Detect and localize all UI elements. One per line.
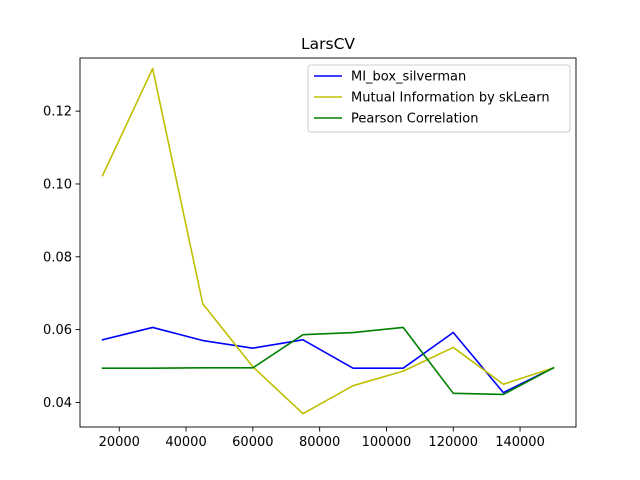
legend-label-2: Mutual Information by skLearn: [351, 91, 550, 106]
chart-title: LarsCV: [301, 35, 355, 53]
y-tick-label: 0.08: [43, 250, 72, 265]
legend: MI_box_silverman Mutual Information by sk…: [307, 64, 571, 133]
legend-box: [307, 64, 571, 133]
series-line-2: [101, 67, 555, 415]
x-tick-label: 80000: [299, 435, 340, 450]
legend-label-1: MI_box_silverman: [351, 70, 466, 85]
x-tick-label: 140000: [495, 435, 545, 450]
plot-area: [101, 67, 555, 415]
x-tick-label: 120000: [428, 435, 478, 450]
axes: 20000 40000 60000 80000 100000 120000 140000 0.…: [43, 57, 577, 450]
y-tick-label: 0.10: [43, 177, 72, 192]
y-tick-label: 0.06: [43, 323, 72, 338]
y-tick-label: 0.12: [43, 105, 72, 120]
series-line-1: [101, 326, 555, 394]
legend-label-3: Pearson Correlation: [351, 112, 478, 127]
axes-frame: [79, 57, 577, 428]
y-tick-label: 0.04: [43, 396, 72, 411]
x-tick-label: 20000: [99, 435, 140, 450]
x-tick-label: 100000: [362, 435, 412, 450]
x-tick-label: 60000: [232, 435, 273, 450]
series-line-3: [101, 326, 555, 396]
x-tick-label: 40000: [165, 435, 206, 450]
